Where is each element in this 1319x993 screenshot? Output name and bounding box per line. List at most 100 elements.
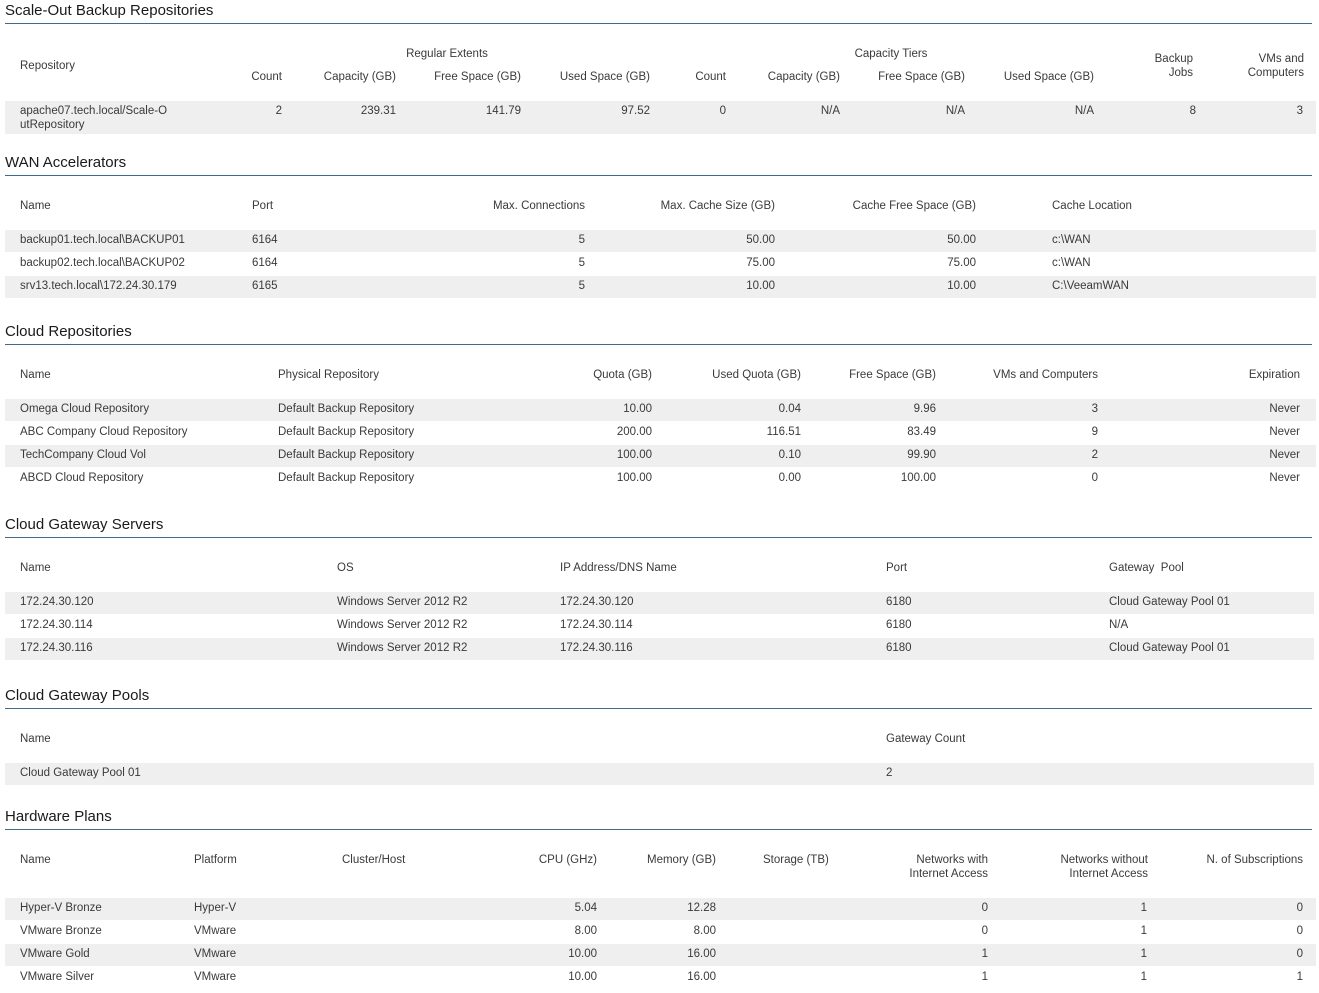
cloud-repos-row-quota: 100.00 [616,449,652,461]
sobr-header-repository: Repository [20,60,75,72]
wan-row-max-cache: 50.00 [746,234,775,246]
hw-plans-header-name: Name [20,854,51,866]
cloud-repos-row-vms: 9 [1091,426,1098,438]
hw-plans-row-memory: 12.28 [687,902,716,914]
cloud-repos-row-name: ABC Company Cloud Repository [20,426,188,438]
sobr-row-used-space-2: N/A [1074,105,1094,117]
hw-plans-row-cpu: 10.00 [568,948,597,960]
hw-plans-row-net-with: 0 [981,925,988,937]
cloud-repos-row-free-space: 9.96 [913,403,936,415]
cloud-repos-header-used-quota: Used Quota (GB) [712,369,801,381]
sobr-header-used-space: Used Space (GB) [559,71,650,83]
hw-plans-header-memory: Memory (GB) [647,854,716,866]
cloud-repos-row-used-quota: 116.51 [766,426,801,438]
wan-header-cache-free: Cache Free Space (GB) [852,200,976,212]
sobr-row-count: 2 [275,105,282,117]
cloud-repos-header-vms: VMs and Computers [993,369,1098,381]
gateway-servers-header-os: OS [337,562,354,574]
sobr-header-count: Count [251,71,282,83]
sobr-header-used-space-2: Used Space (GB) [1003,71,1094,83]
hw-plans-header-net-with: Networks with Internet Access [909,854,988,880]
hw-plans-row-name: VMware Bronze [20,925,102,937]
cloud-repos-header-name: Name [20,369,51,381]
gateway-servers-row-port: 6180 [886,619,912,631]
table-row [5,399,1316,421]
cloud-repos-header-expiration: Expiration [1248,369,1300,381]
cloud-repos-row-physical: Default Backup Repository [278,403,415,415]
hw-plans-section-title: Hardware Plans [5,808,1312,830]
hw-plans-row-net-with: 1 [981,971,988,983]
table-row [5,592,1314,614]
hw-plans-row-platform: Hyper-V [194,902,237,914]
hw-plans-header-storage: Storage (TB) [763,854,829,866]
hw-plans-header-platform: Platform [194,854,237,866]
wan-row-cache-location: C:\VeeamWAN [1052,280,1129,292]
sobr-header-regular-extents: Regular Extents [406,48,488,60]
sobr-header-free-space: Free Space (GB) [434,71,521,83]
gateway-servers-row-port: 6180 [886,642,912,654]
wan-row-max-cache: 75.00 [746,257,775,269]
gateway-servers-header-ip: IP Address/DNS Name [560,562,677,574]
hw-plans-row-subscriptions: 1 [1296,971,1303,983]
table-row [5,101,1316,134]
cloud-repos-row-physical: Default Backup Repository [278,449,415,461]
hw-plans-row-net-without: 1 [1140,971,1147,983]
sobr-header-capacity-tiers: Capacity Tiers [854,48,928,60]
sobr-row-free-space: 141.79 [485,105,521,117]
gateway-servers-row-name: 172.24.30.114 [20,619,93,631]
hw-plans-row-net-without: 1 [1140,925,1147,937]
hw-plans-row-memory: 8.00 [693,925,716,937]
cloud-repos-row-vms: 3 [1091,403,1098,415]
sobr-row-vms: 3 [1296,105,1303,117]
hw-plans-row-name: VMware Silver [20,971,95,983]
hw-plans-header-net-without: Networks without Internet Access [1060,854,1148,880]
gateway-servers-row-pool: Cloud Gateway Pool 01 [1109,596,1230,608]
sobr-header-backup-jobs: Backup Jobs [1154,53,1193,79]
sobr-row-capacity: 239.31 [360,105,396,117]
cloud-repos-row-quota: 10.00 [623,403,652,415]
hw-plans-row-memory: 16.00 [687,971,716,983]
hw-plans-row-cpu: 10.00 [568,971,597,983]
gateway-servers-header-name: Name [20,562,51,574]
gateway-servers-row-ip: 172.24.30.114 [560,619,633,631]
cloud-repos-header-physical: Physical Repository [278,369,379,381]
gateway-servers-row-name: 172.24.30.116 [20,642,93,654]
gateway-servers-row-os: Windows Server 2012 R2 [337,596,468,608]
cloud-repos-row-name: ABCD Cloud Repository [20,472,144,484]
sobr-header-count-2: Count [695,71,726,83]
gateway-pools-header-count: Gateway Count [886,733,966,745]
gateway-servers-row-ip: 172.24.30.120 [560,596,634,608]
wan-row-cache-location: c:\WAN [1052,234,1091,246]
hw-plans-row-cpu: 8.00 [574,925,597,937]
cloud-repos-row-used-quota: 0.10 [778,449,801,461]
wan-row-cache-free: 10.00 [947,280,976,292]
cloud-repos-row-physical: Default Backup Repository [278,472,415,484]
table-row [5,898,1316,920]
sobr-header-free-space-2: Free Space (GB) [878,71,965,83]
sobr-row-capacity-2: N/A [820,105,840,117]
gateway-pools-section-title: Cloud Gateway Pools [5,687,1312,709]
hw-plans-row-cpu: 5.04 [574,902,597,914]
cloud-repos-row-physical: Default Backup Repository [278,426,415,438]
wan-row-cache-free: 50.00 [947,234,976,246]
cloud-repos-row-expiration: Never [1269,449,1300,461]
gateway-servers-header-pool: Gateway Pool [1109,562,1184,574]
hw-plans-row-name: VMware Gold [20,948,90,960]
wan-header-max-cache: Max. Cache Size (GB) [660,200,775,212]
table-row [5,763,1314,785]
hw-plans-header-cluster: Cluster/Host [342,854,406,866]
sobr-row-free-space-2: N/A [945,105,965,117]
table-row [5,276,1316,298]
wan-row-port: 6164 [252,234,278,246]
gateway-pools-row-name: Cloud Gateway Pool 01 [20,767,141,779]
hw-plans-header-subscriptions: N. of Subscriptions [1206,854,1303,866]
gateway-servers-row-pool: N/A [1109,619,1129,631]
cloud-repos-row-quota: 100.00 [616,472,652,484]
sobr-row-count-2: 0 [719,105,726,117]
wan-row-max-connections: 5 [578,257,585,269]
wan-header-max-connections: Max. Connections [492,200,585,212]
sobr-header-vms: VMs and Computers [1247,53,1304,79]
hw-plans-row-subscriptions: 0 [1296,902,1303,914]
cloud-repos-row-vms: 0 [1091,472,1098,484]
cloud-repos-row-used-quota: 0.00 [778,472,801,484]
